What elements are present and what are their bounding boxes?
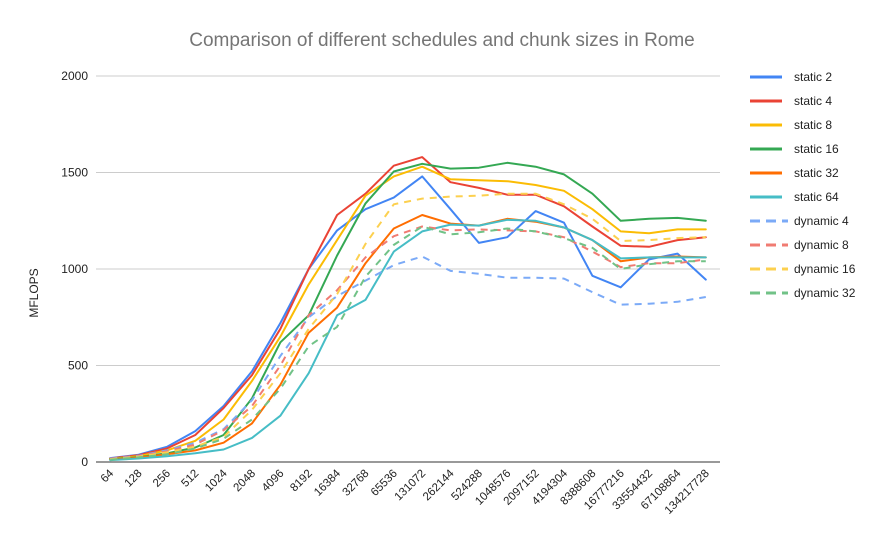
x-tick-label: 2048 [232, 468, 259, 495]
legend-label: dynamic 4 [794, 214, 849, 228]
x-tick-label: 4096 [260, 468, 287, 495]
legend-label: dynamic 32 [794, 286, 856, 300]
series-line-static-16 [109, 161, 707, 461]
series-line-static-32 [109, 214, 707, 461]
gridlines [96, 75, 720, 463]
y-tick-label: 2000 [61, 69, 88, 83]
legend: static 2 static 4 static 8 static 16 static … [750, 70, 856, 300]
series-line-static-2 [109, 175, 707, 460]
series-lines [109, 156, 707, 462]
legend-item[interactable]: dynamic 4 [750, 214, 849, 228]
legend-label: static 64 [794, 190, 839, 204]
series-line-static-4 [109, 156, 707, 460]
x-tick-label: 32768 [340, 468, 371, 499]
series-line-dynamic-8 [110, 225, 706, 460]
series-line-dynamic-32 [110, 225, 706, 461]
x-tick-label: 512 [179, 468, 201, 490]
series-line-static-64 [109, 218, 707, 462]
legend-label: static 32 [794, 166, 839, 180]
legend-item[interactable]: dynamic 8 [750, 238, 849, 252]
legend-label: dynamic 8 [794, 238, 849, 252]
x-axis-ticks: 64 128 256 512 1024 2048 4096 81921638432768655… [99, 467, 712, 517]
legend-label: dynamic 16 [794, 262, 856, 276]
x-tick-label: 128 [123, 468, 145, 490]
y-tick-label: 500 [68, 359, 88, 373]
series-line-static-8 [109, 165, 707, 460]
series-line-dynamic-16 [110, 192, 706, 461]
legend-item[interactable]: static 8 [750, 118, 832, 132]
y-tick-label: 1500 [61, 166, 88, 180]
y-axis-label: MFLOPS [27, 268, 41, 317]
y-axis-ticks: 0 500 1000 1500 2000 [61, 69, 88, 469]
legend-item[interactable]: static 16 [750, 142, 839, 156]
x-tick-label: 64 [99, 467, 117, 485]
x-tick-label: 1024 [203, 467, 230, 494]
chart-title: Comparison of different schedules and ch… [189, 30, 695, 51]
legend-item[interactable]: static 2 [750, 70, 832, 84]
y-tick-label: 1000 [61, 262, 88, 276]
legend-item[interactable]: static 32 [750, 166, 839, 180]
x-tick-label: 16384 [312, 467, 344, 499]
legend-label: static 2 [794, 70, 832, 84]
x-tick-label: 256 [151, 468, 173, 490]
legend-item[interactable]: dynamic 32 [750, 286, 856, 300]
legend-item[interactable]: static 4 [750, 94, 832, 108]
y-tick-label: 0 [81, 455, 88, 469]
legend-label: static 16 [794, 142, 839, 156]
legend-label: static 8 [794, 118, 832, 132]
legend-label: static 4 [794, 94, 832, 108]
legend-item[interactable]: dynamic 16 [750, 262, 856, 276]
legend-item[interactable]: static 64 [750, 190, 839, 204]
